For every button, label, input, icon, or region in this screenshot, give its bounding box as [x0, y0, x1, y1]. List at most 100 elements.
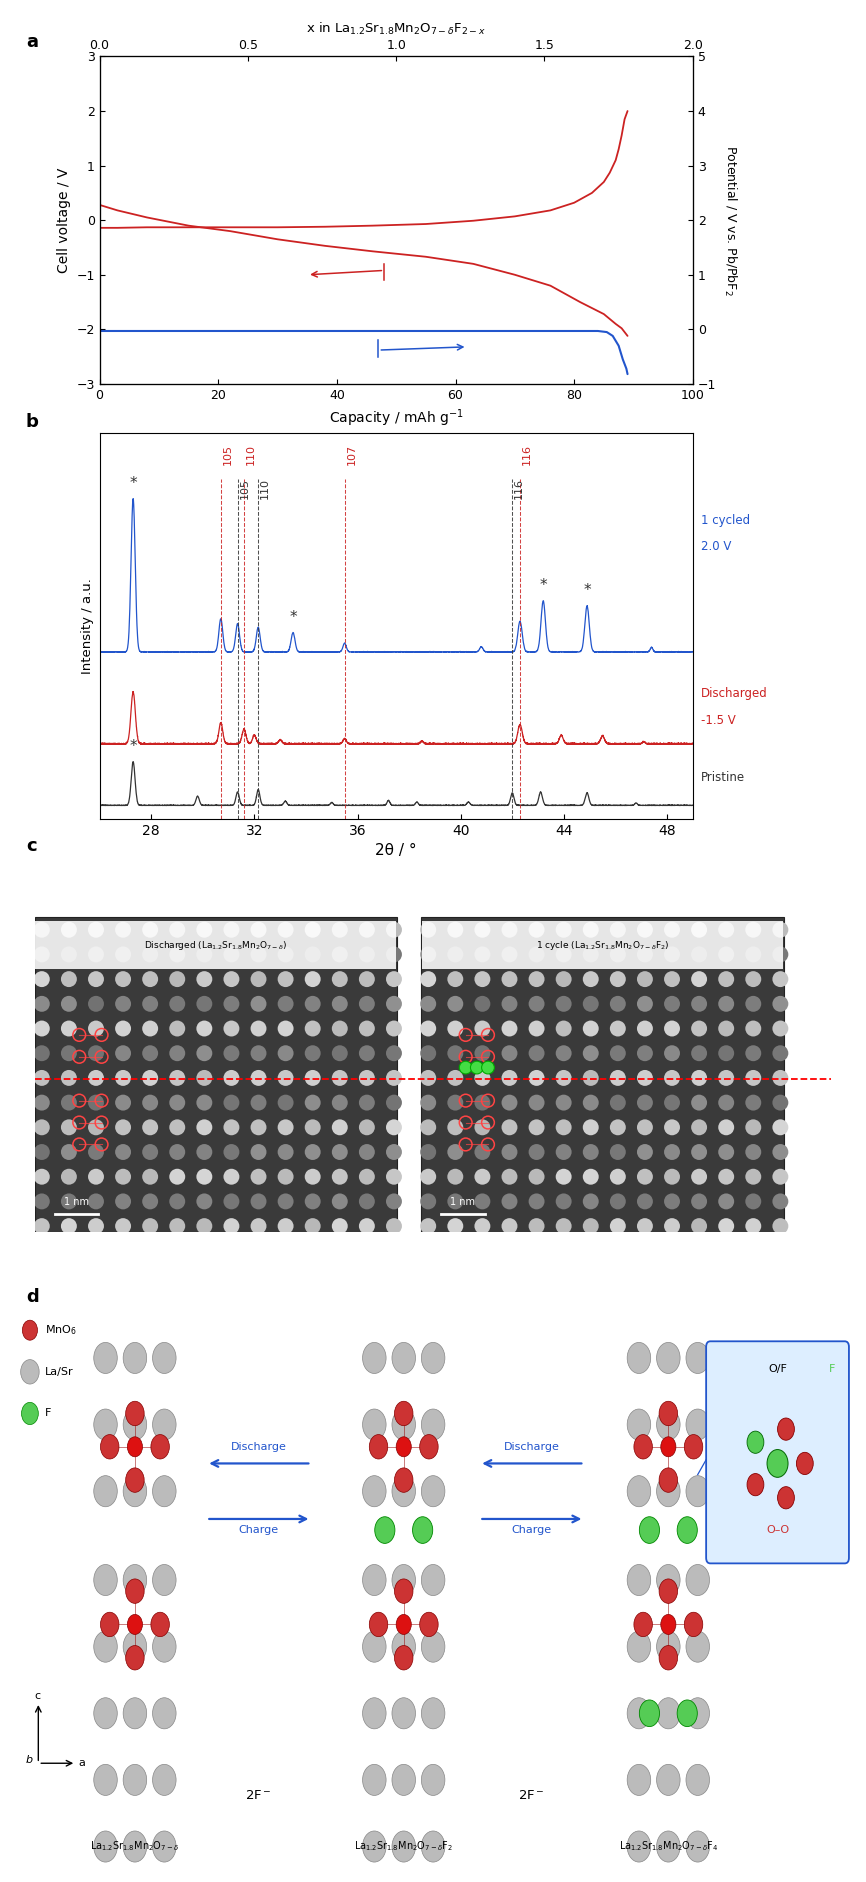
Circle shape: [772, 1120, 788, 1135]
Circle shape: [556, 971, 572, 986]
Y-axis label: Intensity / a.u.: Intensity / a.u.: [81, 578, 94, 674]
Circle shape: [169, 1120, 185, 1135]
Circle shape: [142, 1095, 158, 1110]
Circle shape: [359, 947, 375, 962]
Circle shape: [746, 996, 761, 1013]
Text: La$_{1.2}$Sr$_{1.8}$Mn$_2$O$_{7-\delta}$: La$_{1.2}$Sr$_{1.8}$Mn$_2$O$_{7-\delta}$: [90, 1839, 179, 1854]
Circle shape: [627, 1831, 650, 1861]
Circle shape: [583, 1120, 598, 1135]
Circle shape: [746, 1169, 761, 1184]
Circle shape: [250, 947, 267, 962]
Circle shape: [396, 1436, 411, 1457]
Circle shape: [556, 1169, 572, 1184]
Circle shape: [359, 1020, 375, 1037]
Circle shape: [610, 1120, 626, 1135]
Circle shape: [420, 1193, 436, 1210]
Circle shape: [363, 1410, 386, 1440]
Circle shape: [359, 1045, 375, 1061]
Text: b: b: [26, 1756, 33, 1765]
Circle shape: [126, 1579, 144, 1603]
Circle shape: [123, 1632, 146, 1662]
Text: Pristine: Pristine: [701, 770, 745, 783]
Circle shape: [772, 1218, 788, 1235]
Circle shape: [34, 996, 49, 1013]
Circle shape: [197, 947, 212, 962]
Circle shape: [481, 1061, 494, 1075]
Circle shape: [528, 971, 545, 986]
Circle shape: [528, 1193, 545, 1210]
Circle shape: [395, 1468, 413, 1492]
Y-axis label: Cell voltage / V: Cell voltage / V: [57, 167, 71, 273]
Circle shape: [126, 1645, 144, 1669]
Circle shape: [34, 1169, 49, 1184]
Circle shape: [475, 922, 490, 937]
Circle shape: [746, 1193, 761, 1210]
Circle shape: [448, 971, 463, 986]
Circle shape: [448, 1144, 463, 1159]
Circle shape: [718, 1144, 734, 1159]
Circle shape: [637, 947, 653, 962]
Circle shape: [169, 1071, 185, 1086]
Circle shape: [88, 1071, 104, 1086]
Circle shape: [778, 1417, 794, 1440]
Circle shape: [583, 1045, 598, 1061]
Circle shape: [386, 1095, 402, 1110]
Circle shape: [501, 1144, 518, 1159]
Circle shape: [359, 922, 375, 937]
Circle shape: [528, 947, 545, 962]
X-axis label: 2θ / °: 2θ / °: [375, 843, 417, 858]
Circle shape: [664, 1144, 680, 1159]
Circle shape: [610, 1020, 626, 1037]
Circle shape: [386, 922, 402, 937]
Circle shape: [250, 1045, 267, 1061]
Circle shape: [691, 971, 707, 986]
Circle shape: [223, 1095, 239, 1110]
Text: 107: 107: [346, 444, 357, 465]
Circle shape: [386, 1193, 402, 1210]
Circle shape: [61, 1193, 77, 1210]
Circle shape: [583, 1020, 598, 1037]
Text: -1.5 V: -1.5 V: [701, 713, 735, 726]
Circle shape: [223, 1071, 239, 1086]
Text: c: c: [34, 1692, 40, 1701]
Circle shape: [88, 1095, 104, 1110]
Text: *: *: [129, 476, 137, 491]
Circle shape: [278, 1120, 294, 1135]
Circle shape: [126, 1402, 144, 1427]
Circle shape: [422, 1831, 445, 1861]
Circle shape: [386, 1020, 402, 1037]
Circle shape: [126, 1468, 144, 1492]
Circle shape: [659, 1402, 677, 1427]
Circle shape: [475, 1071, 490, 1086]
Circle shape: [123, 1831, 146, 1861]
Circle shape: [422, 1342, 445, 1374]
Circle shape: [278, 947, 294, 962]
Circle shape: [332, 1020, 348, 1037]
Circle shape: [250, 1169, 267, 1184]
Text: 1 cycle (La$_{1.2}$Sr$_{1.8}$Mn$_2$O$_{7-\delta}$F$_2$): 1 cycle (La$_{1.2}$Sr$_{1.8}$Mn$_2$O$_{7…: [535, 939, 669, 952]
Circle shape: [627, 1342, 650, 1374]
Circle shape: [142, 1071, 158, 1086]
FancyBboxPatch shape: [422, 922, 783, 969]
Circle shape: [392, 1410, 416, 1440]
Circle shape: [278, 922, 294, 937]
Circle shape: [359, 971, 375, 986]
Circle shape: [197, 1095, 212, 1110]
Circle shape: [583, 1169, 598, 1184]
Circle shape: [718, 1193, 734, 1210]
Circle shape: [746, 947, 761, 962]
Circle shape: [556, 1020, 572, 1037]
Circle shape: [88, 996, 104, 1013]
Circle shape: [88, 1169, 104, 1184]
Circle shape: [305, 1095, 320, 1110]
Circle shape: [475, 971, 490, 986]
Circle shape: [718, 1095, 734, 1110]
Circle shape: [664, 947, 680, 962]
Circle shape: [115, 971, 131, 986]
Circle shape: [278, 1218, 294, 1235]
Circle shape: [501, 922, 518, 937]
Circle shape: [386, 996, 402, 1013]
Circle shape: [422, 1763, 445, 1795]
Circle shape: [772, 1169, 788, 1184]
Circle shape: [656, 1475, 680, 1507]
